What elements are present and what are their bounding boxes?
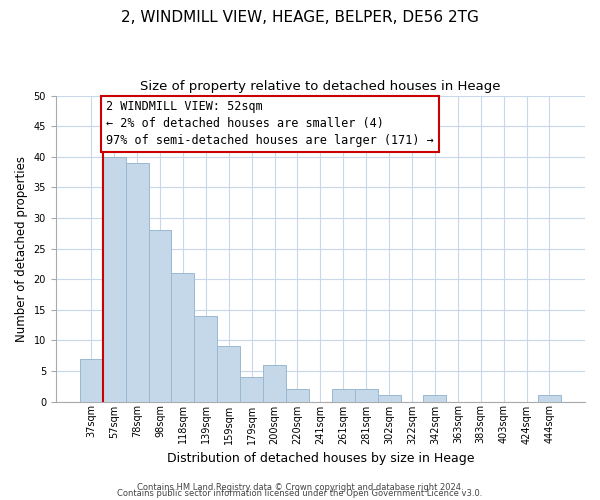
X-axis label: Distribution of detached houses by size in Heage: Distribution of detached houses by size … xyxy=(167,452,474,465)
Bar xyxy=(194,316,217,402)
Bar xyxy=(217,346,240,402)
Bar xyxy=(377,396,401,402)
Bar xyxy=(332,390,355,402)
Text: Contains HM Land Registry data © Crown copyright and database right 2024.: Contains HM Land Registry data © Crown c… xyxy=(137,484,463,492)
Text: 2 WINDMILL VIEW: 52sqm
← 2% of detached houses are smaller (4)
97% of semi-detac: 2 WINDMILL VIEW: 52sqm ← 2% of detached … xyxy=(106,100,434,148)
Text: 2, WINDMILL VIEW, HEAGE, BELPER, DE56 2TG: 2, WINDMILL VIEW, HEAGE, BELPER, DE56 2T… xyxy=(121,10,479,25)
Bar xyxy=(240,377,263,402)
Bar xyxy=(286,390,309,402)
Text: Contains public sector information licensed under the Open Government Licence v3: Contains public sector information licen… xyxy=(118,490,482,498)
Bar xyxy=(125,163,149,402)
Bar xyxy=(355,390,377,402)
Bar xyxy=(80,358,103,402)
Bar xyxy=(103,156,125,402)
Bar xyxy=(149,230,172,402)
Y-axis label: Number of detached properties: Number of detached properties xyxy=(15,156,28,342)
Bar xyxy=(424,396,446,402)
Bar xyxy=(263,365,286,402)
Bar xyxy=(538,396,561,402)
Bar xyxy=(172,273,194,402)
Title: Size of property relative to detached houses in Heage: Size of property relative to detached ho… xyxy=(140,80,500,93)
